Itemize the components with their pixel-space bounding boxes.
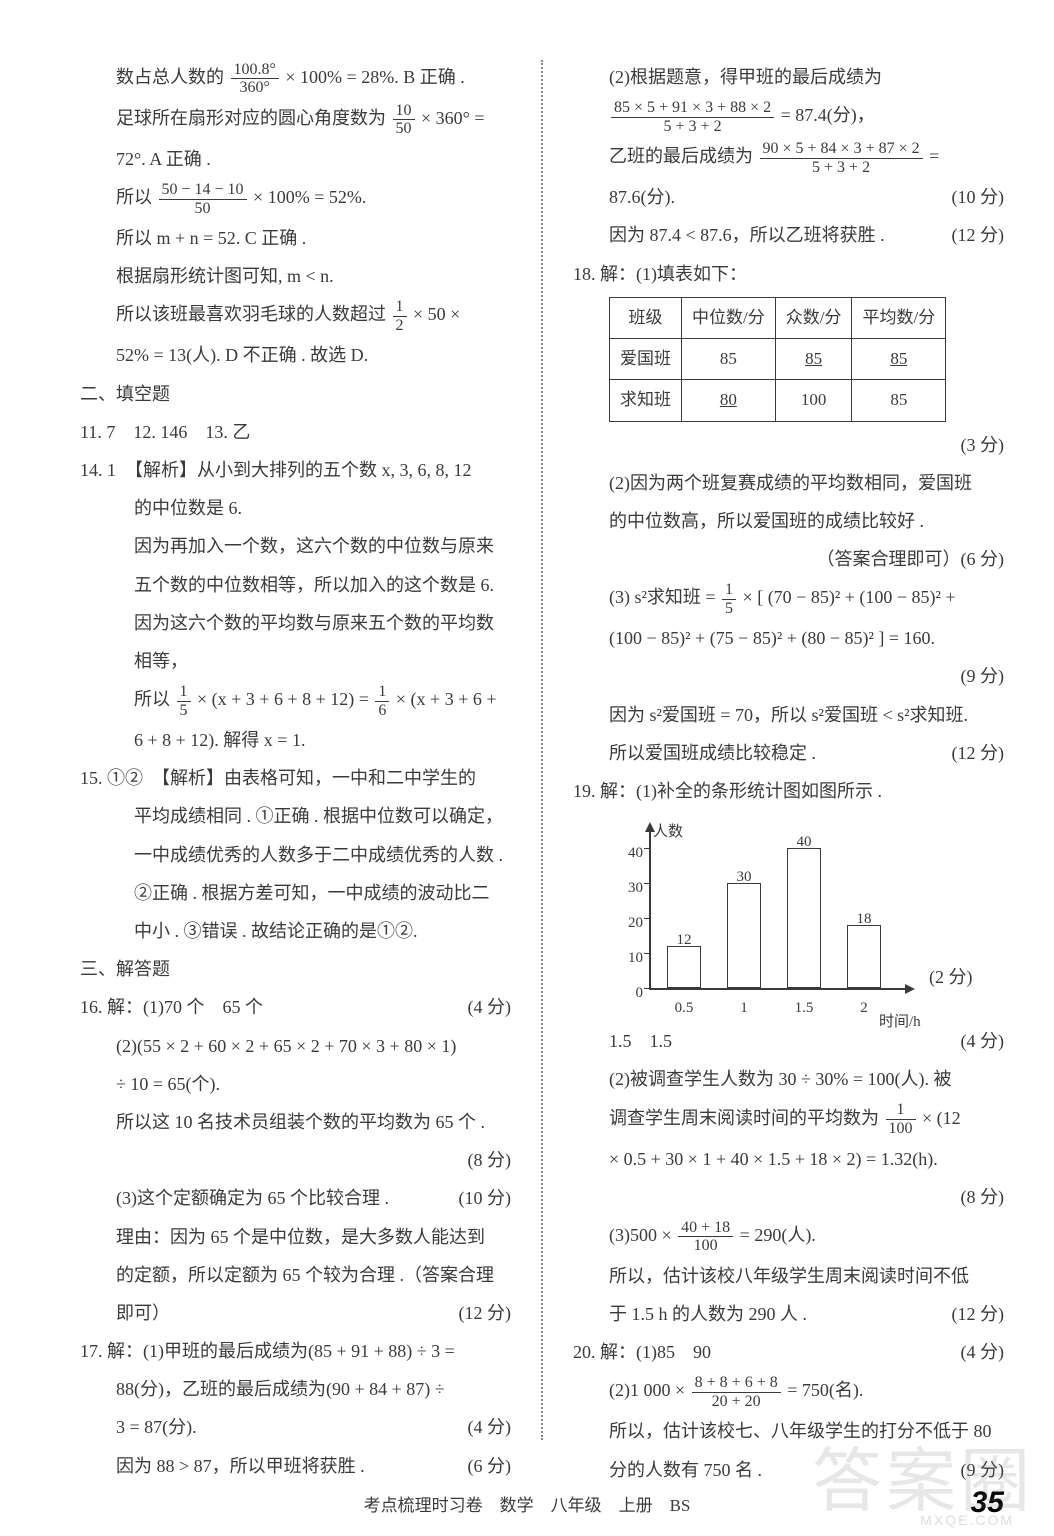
text: (2)因为两个班复赛成绩的平均数相同，爱国班 xyxy=(573,466,1004,500)
text: 18. 解：(1)填表如下： xyxy=(573,257,1004,291)
text: 所以该班最喜欢羽毛球的人数超过 12 × 50 × xyxy=(80,297,511,334)
table-cell: 85 xyxy=(852,380,946,421)
bar-chart: 010203040120.5301401.5182人数时间/h xyxy=(609,818,929,1018)
text: 所以，估计该校七、八年级学生的打分不低于 80 xyxy=(573,1414,1004,1448)
table-row: 爱国班 85 85 85 xyxy=(610,338,946,379)
text: 平均成绩相同 . ①正确 . 根据中位数可以确定， xyxy=(80,799,511,833)
text: 因为这六个数的平均数与原来五个数的平均数 xyxy=(80,606,511,640)
page-footer: 考点梳理时习卷 数学 八年级 上册 BS xyxy=(0,1491,1054,1516)
table-cell: 85 xyxy=(682,338,776,379)
text: (2 分) xyxy=(929,960,973,994)
text: (8 分) xyxy=(573,1180,1004,1214)
text: (3)500 × 40 + 18100 = 290(人). xyxy=(573,1218,1004,1255)
text: (9 分) xyxy=(573,659,1004,693)
text: ÷ 10 = 65(个). xyxy=(80,1067,511,1101)
text: 3 = 87(分).(4 分) xyxy=(80,1410,511,1444)
text: 分的人数有 750 名 .(9 分) xyxy=(573,1453,1004,1487)
text: 所以 15 × (x + 3 + 6 + 8 + 12) = 16 × (x +… xyxy=(80,682,511,719)
table-header: 中位数/分 xyxy=(682,297,776,338)
text: 87.6(分).(10 分) xyxy=(573,180,1004,214)
table-cell: 100 xyxy=(775,380,852,421)
text: 88(分)，乙班的最后成绩为(90 + 84 + 87) ÷ xyxy=(80,1372,511,1406)
text: 因为 87.4 < 87.6，所以乙班将获胜 .(12 分) xyxy=(573,218,1004,252)
text: 理由：因为 65 个是中位数，是大多数人能达到 xyxy=(80,1220,511,1254)
text: (3 分) xyxy=(573,428,1004,462)
text: 数占总人数的 100.8°360° × 100% = 28%. B 正确 . xyxy=(80,60,511,97)
column-divider xyxy=(541,60,543,1440)
content-columns: 数占总人数的 100.8°360° × 100% = 28%. B 正确 . 足… xyxy=(80,60,1004,1440)
text: 52% = 13(人). D 不正确 . 故选 D. xyxy=(80,338,511,372)
text: 调查学生周末阅读时间的平均数为 1100 × (12 xyxy=(573,1101,1004,1138)
table-header: 班级 xyxy=(610,297,682,338)
watermark-sub: MXQE.COM xyxy=(920,1512,1014,1528)
text: (2)(55 × 2 + 60 × 2 + 65 × 2 + 70 × 3 + … xyxy=(80,1029,511,1063)
text: (2)1 000 × 8 + 8 + 6 + 820 + 20 = 750(名)… xyxy=(573,1373,1004,1410)
text: 即可）(12 分) xyxy=(80,1296,511,1330)
text: 相等， xyxy=(80,644,511,678)
text: 因为再加入一个数，这六个数的中位数与原来 xyxy=(80,529,511,563)
left-column: 数占总人数的 100.8°360° × 100% = 28%. B 正确 . 足… xyxy=(80,60,511,1440)
table-cell: 80 xyxy=(682,380,776,421)
text: 17. 解：(1)甲班的最后成绩为(85 + 91 + 88) ÷ 3 = xyxy=(80,1334,511,1368)
table-cell: 85 xyxy=(852,338,946,379)
table-row: 求知班 80 100 85 xyxy=(610,380,946,421)
text: 6 + 8 + 12). 解得 x = 1. xyxy=(80,723,511,757)
text: 20. 解：(1)85 90(4 分) xyxy=(573,1335,1004,1369)
section-heading: 三、解答题 xyxy=(80,952,511,986)
text: 的定额，所以定额为 65 个较为合理 .（答案合理 xyxy=(80,1258,511,1292)
text: 的中位数高，所以爱国班的成绩比较好 . xyxy=(573,504,1004,538)
data-table: 班级 中位数/分 众数/分 平均数/分 爱国班 85 85 85 求知班 80 … xyxy=(609,297,946,422)
text: (8 分) xyxy=(80,1143,511,1177)
text: 一中成绩优秀的人数多于二中成绩优秀的人数 . xyxy=(80,838,511,872)
text: (2)被调查学生人数为 30 ÷ 30% = 100(人). 被 xyxy=(573,1062,1004,1096)
text: ②正确 . 根据方差可知，一中成绩的波动比二 xyxy=(80,876,511,910)
text: 所以，估计该校八年级学生周末阅读时间不低 xyxy=(573,1259,1004,1293)
text: × 0.5 + 30 × 1 + 40 × 1.5 + 18 × 2) = 1.… xyxy=(573,1142,1004,1176)
text: 的中位数是 6. xyxy=(80,491,511,525)
text: 所以爱国班成绩比较稳定 .(12 分) xyxy=(573,736,1004,770)
text: 所以这 10 名技术员组装个数的平均数为 65 个 . xyxy=(80,1105,511,1139)
text: (2)根据题意，得甲班的最后成绩为 xyxy=(573,60,1004,94)
text: (100 − 85)² + (75 − 85)² + (80 − 85)² ] … xyxy=(573,621,1004,655)
table-row: 班级 中位数/分 众数/分 平均数/分 xyxy=(610,297,946,338)
table-cell: 爱国班 xyxy=(610,338,682,379)
text: 足球所在扇形对应的圆心角度数为 1050 × 360° = xyxy=(80,101,511,138)
text: 85 × 5 + 91 × 3 + 88 × 25 + 3 + 2 = 87.4… xyxy=(573,98,1004,135)
text: 72°. A 正确 . xyxy=(80,142,511,176)
text: 11. 7 12. 146 13. 乙 xyxy=(80,415,511,449)
text: 中小 . ③错误 . 故结论正确的是①②. xyxy=(80,914,511,948)
right-column: (2)根据题意，得甲班的最后成绩为 85 × 5 + 91 × 3 + 88 ×… xyxy=(573,60,1004,1440)
text: 五个数的中位数相等，所以加入的这个数是 6. xyxy=(80,568,511,602)
table-header: 平均数/分 xyxy=(852,297,946,338)
text: 14. 1 【解析】从小到大排列的五个数 x, 3, 6, 8, 12 xyxy=(80,453,511,487)
table-cell: 求知班 xyxy=(610,380,682,421)
text: 19. 解：(1)补全的条形统计图如图所示 . xyxy=(573,774,1004,808)
text: 于 1.5 h 的人数为 290 人 .(12 分) xyxy=(573,1297,1004,1331)
text: 15. ①② 【解析】由表格可知，一中和二中学生的 xyxy=(80,761,511,795)
text: 乙班的最后成绩为 90 × 5 + 84 × 3 + 87 × 25 + 3 +… xyxy=(573,139,1004,176)
text: 所以 m + n = 52. C 正确 . xyxy=(80,221,511,255)
text: (3)这个定额确定为 65 个比较合理 .(10 分) xyxy=(80,1181,511,1215)
table-cell: 85 xyxy=(775,338,852,379)
text: （答案合理即可）(6 分) xyxy=(573,542,1004,576)
text: 1.5 1.5(4 分) xyxy=(573,1024,1004,1058)
text: 根据扇形统计图可知, m < n. xyxy=(80,259,511,293)
text: 因为 s²爱国班 = 70，所以 s²爱国班 < s²求知班. xyxy=(573,698,1004,732)
table-header: 众数/分 xyxy=(775,297,852,338)
section-heading: 二、填空题 xyxy=(80,377,511,411)
text: 所以 50 − 14 − 1050 × 100% = 52%. xyxy=(80,180,511,217)
text: 因为 88 > 87，所以甲班将获胜 .(6 分) xyxy=(80,1449,511,1483)
text: 16. 解：(1)70 个 65 个(4 分) xyxy=(80,990,511,1024)
text: (3) s²求知班 = 15 × [ (70 − 85)² + (100 − 8… xyxy=(573,580,1004,617)
